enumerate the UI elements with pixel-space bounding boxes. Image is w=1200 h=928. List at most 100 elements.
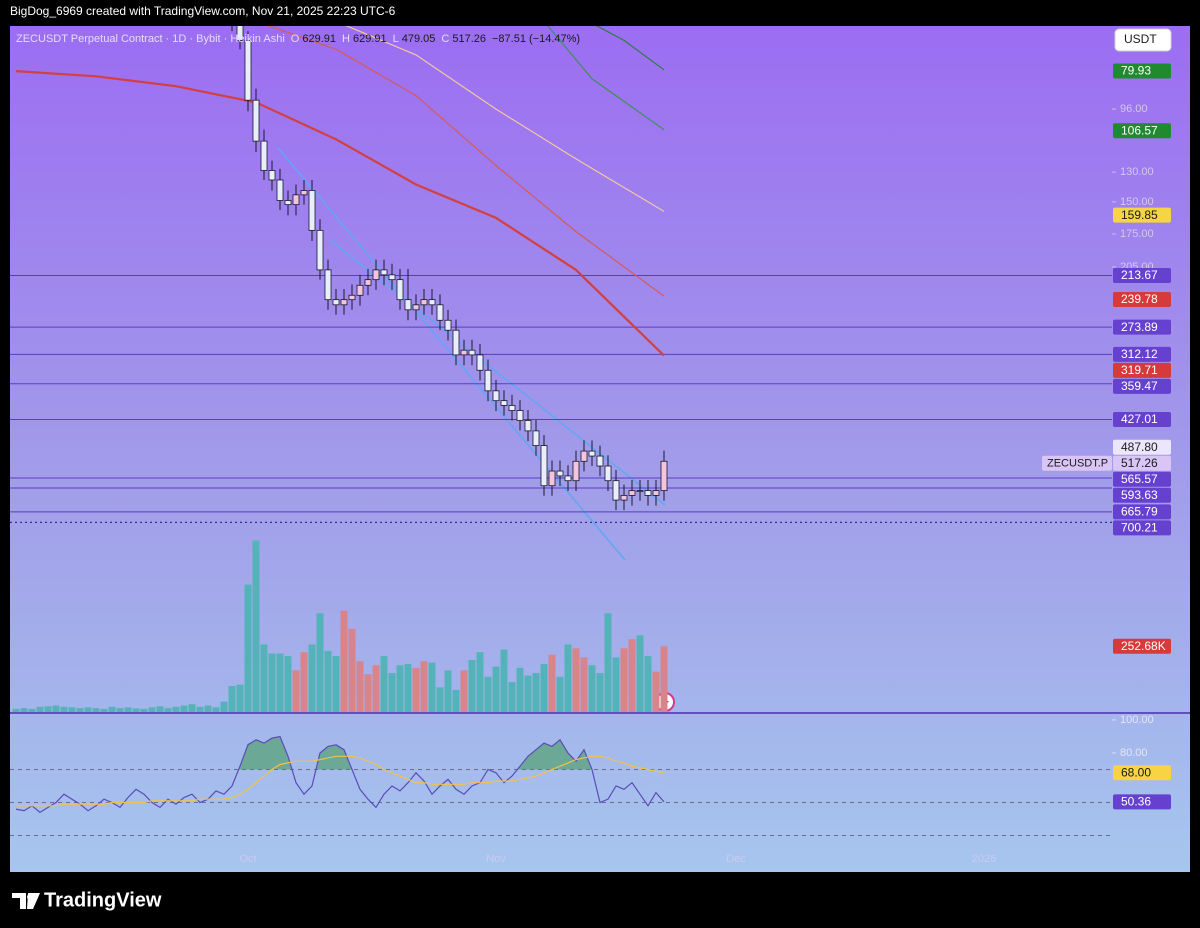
price-tag-label: 79.93 xyxy=(1121,64,1151,78)
candle-body xyxy=(348,294,356,301)
currency-button-label[interactable]: USDT xyxy=(1124,32,1157,46)
price-tag-label: 106.57 xyxy=(1121,123,1158,137)
y-tick-label: 96.00 xyxy=(1120,103,1148,115)
candle-body xyxy=(572,460,580,482)
volume-tag-label: 252.68K xyxy=(1121,639,1166,653)
legend-c-label: C xyxy=(441,33,449,45)
volume-bar xyxy=(476,652,484,712)
volume-bar xyxy=(292,670,300,712)
candle-body xyxy=(636,490,644,493)
volume-bar xyxy=(540,663,548,712)
candle-body xyxy=(516,410,524,421)
candle-body xyxy=(236,26,244,41)
volume-bar xyxy=(396,665,404,712)
legend-l-label: L xyxy=(393,33,399,45)
volume-bar xyxy=(36,706,44,712)
candle-body xyxy=(532,430,540,446)
candle-body xyxy=(244,39,252,101)
rsi-ma-line xyxy=(16,755,665,807)
volume-bar xyxy=(308,644,316,712)
volume-bar xyxy=(460,670,468,712)
volume-bar xyxy=(132,708,140,712)
volume-bar xyxy=(500,649,508,712)
volume-bar xyxy=(380,656,388,712)
volume-bar xyxy=(172,706,180,712)
volume-bar xyxy=(620,648,628,712)
candle-body xyxy=(524,420,532,432)
volume-bar xyxy=(76,708,84,712)
candle-body xyxy=(332,299,340,306)
legend-o-label: O xyxy=(291,33,300,45)
candle-body xyxy=(556,470,564,477)
volume-bar xyxy=(28,708,36,712)
price-tag xyxy=(1113,378,1171,394)
volume-bar xyxy=(236,684,244,712)
volume-bar xyxy=(404,663,412,712)
candle-body xyxy=(444,319,452,331)
volume-bar xyxy=(188,704,196,712)
volume-bar xyxy=(572,648,580,712)
legend-close: 517.26 xyxy=(452,33,486,45)
candle-body xyxy=(252,99,260,142)
candle-body xyxy=(484,369,492,392)
price-tag-label: 239.78 xyxy=(1121,292,1158,306)
volume-bar xyxy=(652,671,660,712)
price-tag xyxy=(1113,412,1171,428)
rsi-tag-label: 50.36 xyxy=(1121,795,1151,809)
candle-body xyxy=(316,229,324,271)
volume-bar xyxy=(340,610,348,712)
volume-bar xyxy=(660,646,668,712)
volume-bar xyxy=(244,584,252,712)
price-tag-label: 593.63 xyxy=(1121,488,1158,502)
volume-bar xyxy=(596,673,604,712)
y-tick-label: 130.00 xyxy=(1120,166,1154,178)
volume-bar xyxy=(484,676,492,712)
volume-bar xyxy=(636,635,644,712)
volume-bar xyxy=(100,708,108,712)
price-tag xyxy=(1113,207,1171,223)
volume-bar xyxy=(428,662,436,712)
price-tag-label: 319.71 xyxy=(1121,363,1158,377)
y-tick-label: 175.00 xyxy=(1120,228,1154,240)
volume-bar xyxy=(524,675,532,712)
legend-high: 629.91 xyxy=(353,33,387,45)
candle-body xyxy=(540,445,548,487)
candle-body xyxy=(420,299,428,306)
volume-bar xyxy=(212,707,220,712)
volume-bar xyxy=(268,653,276,712)
price-tag-label: 312.12 xyxy=(1121,347,1158,361)
candle-body xyxy=(580,450,588,462)
candle-body xyxy=(340,299,348,306)
y-tick-label: 150.00 xyxy=(1120,196,1154,208)
volume-bar xyxy=(548,654,556,712)
price-tag xyxy=(1113,63,1171,79)
legend-change: −87.51 (−14.47%) xyxy=(492,33,580,45)
volume-bar xyxy=(604,613,612,712)
candle-body xyxy=(500,400,508,406)
candle-body xyxy=(588,450,596,457)
price-tag-label: 213.67 xyxy=(1121,268,1158,282)
logo-dot xyxy=(27,894,33,900)
moving-average xyxy=(547,26,665,131)
candle-body xyxy=(612,480,620,501)
volume-bar xyxy=(436,687,444,712)
candle-body xyxy=(476,354,484,371)
volume-bar xyxy=(60,706,68,712)
moving-average xyxy=(15,70,665,357)
symbol-tag xyxy=(1042,455,1112,471)
candle-body xyxy=(492,390,500,402)
candle-body xyxy=(644,490,652,496)
rsi-tag xyxy=(1113,765,1171,781)
rsi-tick-label: 100.00 xyxy=(1120,714,1154,726)
volume-bar xyxy=(580,657,588,712)
volume-bar xyxy=(468,660,476,712)
candle-body xyxy=(468,349,476,356)
volume-bar xyxy=(108,706,116,712)
volume-bar xyxy=(252,540,260,712)
volume-bar xyxy=(68,707,76,712)
candle-body xyxy=(292,194,300,206)
price-tag xyxy=(1113,319,1171,335)
currency-button[interactable] xyxy=(1114,28,1172,52)
rsi-tag xyxy=(1113,794,1171,810)
